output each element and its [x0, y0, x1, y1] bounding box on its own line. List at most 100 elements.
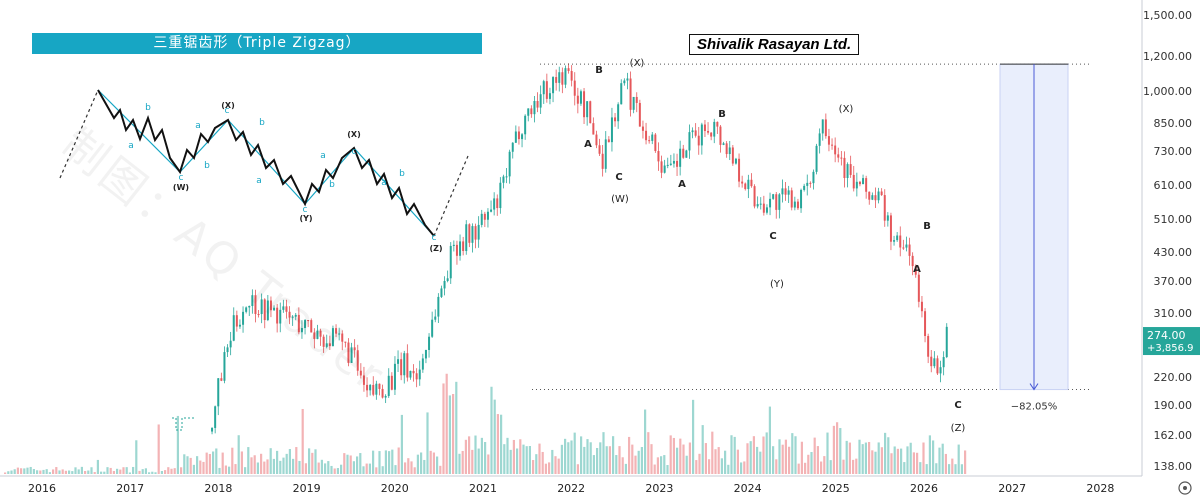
candle-body	[607, 139, 610, 143]
candle-body	[871, 195, 874, 200]
wave-label-x2: (X)	[839, 104, 854, 115]
candle-body	[235, 315, 238, 327]
volume-bar	[224, 465, 227, 474]
candle-body	[449, 245, 452, 279]
volume-bar	[538, 443, 541, 474]
candle-body	[455, 244, 458, 256]
candle-body	[626, 78, 629, 81]
settings-icon[interactable]	[1178, 481, 1192, 495]
volume-bar	[845, 440, 848, 474]
early-price-line	[172, 417, 196, 431]
volume-bar	[349, 455, 352, 474]
volume-bar	[16, 467, 19, 474]
candle-body	[750, 179, 753, 187]
volume-bar	[292, 458, 295, 474]
time-tick-label: 2019	[293, 482, 321, 495]
candle-body	[765, 207, 768, 213]
volume-bar	[647, 432, 650, 474]
volume-bar	[519, 439, 522, 474]
volume-bar	[173, 468, 176, 474]
candle-body	[601, 153, 604, 169]
volume-bar	[884, 432, 887, 474]
volume-bar	[605, 446, 608, 474]
volume-bar	[186, 456, 189, 474]
schematic-label-a: a	[195, 121, 201, 131]
volume-bar	[874, 451, 877, 474]
volume-bar	[756, 446, 759, 474]
time-tick-label: 2024	[734, 482, 762, 495]
candle-body	[366, 384, 369, 391]
candle-body	[716, 121, 719, 127]
volume-bar	[256, 462, 259, 474]
candle-body	[381, 388, 384, 398]
schematic-wave-path	[97, 89, 435, 237]
candle-body	[657, 151, 660, 162]
candle-body	[834, 145, 837, 155]
volume-bar	[496, 414, 499, 474]
volume-bar	[631, 444, 634, 474]
range-arrow-head	[1029, 383, 1039, 391]
volume-bar	[36, 470, 39, 474]
volume-bar	[560, 444, 563, 474]
volume-bar	[672, 437, 675, 474]
candle-body	[632, 96, 635, 110]
candle-body	[459, 241, 462, 256]
volume-bar	[436, 456, 439, 474]
volume-bar	[906, 446, 909, 474]
volume-bar	[372, 450, 375, 474]
schematic-label-b: b	[259, 118, 265, 128]
volume-bar	[368, 463, 371, 474]
candle-body	[279, 309, 282, 324]
volume-bar	[855, 458, 858, 474]
candle-body	[490, 209, 493, 212]
candle-body	[508, 151, 511, 177]
time-tick-label: 2016	[28, 482, 56, 495]
candles	[211, 63, 948, 435]
candle-body	[344, 341, 347, 343]
volume-bar	[749, 441, 752, 474]
volume-bar	[618, 446, 621, 474]
volume-bar	[615, 455, 618, 474]
candle-body	[800, 189, 803, 209]
candle-body	[533, 101, 536, 115]
candle-body	[886, 215, 889, 221]
candle-body	[914, 266, 917, 275]
volume-bar	[964, 450, 967, 474]
volume-bar	[272, 458, 275, 474]
volume-bar	[100, 471, 103, 474]
candle-body	[573, 80, 576, 96]
wave-label-z: (Z)	[951, 423, 966, 434]
volume-bar	[900, 448, 903, 474]
volume-bar	[426, 412, 429, 474]
volume-bar	[84, 470, 87, 474]
volume-bar	[490, 386, 493, 474]
candle-body	[688, 132, 691, 151]
volume-bar	[602, 432, 605, 474]
candle-body	[676, 160, 679, 167]
schematic-label-a: a	[381, 178, 387, 188]
volume-bars	[4, 373, 967, 474]
volume-bar	[948, 464, 951, 474]
candle-body	[815, 145, 818, 172]
candle-body	[545, 81, 548, 99]
volume-bar	[308, 448, 311, 474]
volume-bar	[429, 450, 432, 474]
volume-bar	[138, 470, 141, 474]
candle-body	[406, 353, 409, 378]
candle-body	[920, 301, 923, 312]
volume-bar	[535, 454, 538, 474]
volume-bar	[68, 470, 71, 474]
volume-bar	[468, 436, 471, 474]
candle-body	[933, 358, 936, 367]
time-tick-label: 2017	[116, 482, 144, 495]
volume-bar	[109, 467, 112, 474]
volume-bar	[45, 469, 48, 474]
wave-label-w_c: C	[615, 172, 622, 183]
volume-bar	[685, 455, 688, 474]
volume-bar	[218, 467, 221, 474]
candle-body	[446, 278, 449, 281]
volume-bar	[410, 461, 413, 474]
candle-body	[576, 95, 579, 104]
